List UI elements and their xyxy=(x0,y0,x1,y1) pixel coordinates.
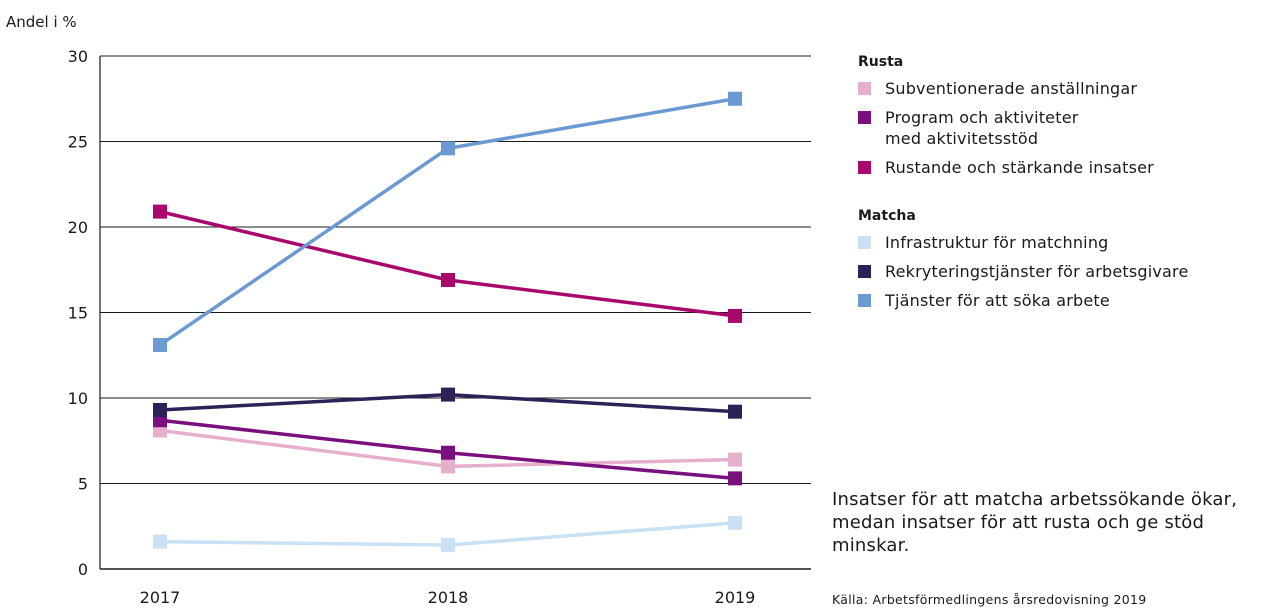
x-tick-label: 2019 xyxy=(715,588,756,607)
legend-item: Infrastruktur för matchning xyxy=(858,232,1260,253)
legend-label: Program och aktiviteter med aktivitetsst… xyxy=(885,108,1079,148)
legend-label: Subventionerade anställningar xyxy=(885,79,1138,98)
data-point xyxy=(153,534,167,549)
source-text: Källa: Arbetsförmedlingens årsredovisnin… xyxy=(832,592,1147,607)
data-point xyxy=(441,273,455,288)
data-point xyxy=(153,204,167,219)
legend-group-title: Matcha xyxy=(858,208,916,224)
legend-group-matcha: Matcha Infrastruktur för matchning Rekry… xyxy=(858,208,1260,311)
data-point xyxy=(728,471,742,486)
data-point xyxy=(728,308,742,323)
y-tick-label: 30 xyxy=(68,47,88,66)
legend-swatch xyxy=(858,294,871,307)
legend-group-title: Rusta xyxy=(858,54,904,70)
chart-note: Insatser för att matcha arbetssökande ök… xyxy=(832,489,1238,556)
legend: Rusta Subventionerade anställningar Prog… xyxy=(858,54,1260,319)
legend-item: Program och aktiviteter med aktivitetsst… xyxy=(858,107,1260,149)
legend-group-rusta: Rusta Subventionerade anställningar Prog… xyxy=(858,54,1260,178)
x-tick-label: 2018 xyxy=(428,588,469,607)
data-point xyxy=(728,515,742,530)
data-point xyxy=(153,402,167,417)
y-tick-label: 25 xyxy=(68,133,88,152)
series-line xyxy=(159,97,736,347)
legend-swatch xyxy=(858,111,871,124)
data-point xyxy=(441,387,455,402)
y-tick-label: 0 xyxy=(78,560,88,579)
legend-label: Tjänster för att söka arbete xyxy=(885,291,1110,310)
line-chart: Andel i % 0 5 10 15 20 25 30 2017 2018 2019 xyxy=(6,13,811,607)
data-point xyxy=(728,404,742,419)
data-point xyxy=(728,91,742,106)
y-axis-label: Andel i % xyxy=(6,13,77,31)
y-tick-label: 5 xyxy=(78,475,88,494)
data-point xyxy=(441,459,455,474)
legend-swatch xyxy=(858,265,871,278)
legend-swatch xyxy=(858,161,871,174)
y-tick-label: 15 xyxy=(68,304,88,323)
data-point xyxy=(441,141,455,156)
data-point xyxy=(441,445,455,460)
legend-label: Infrastruktur för matchning xyxy=(885,233,1109,252)
data-point xyxy=(728,452,742,467)
legend-item: Tjänster för att söka arbete xyxy=(858,290,1260,311)
y-tick-label: 10 xyxy=(68,389,88,408)
y-tick-label: 20 xyxy=(68,218,88,237)
legend-label: Rekryteringstjänster för arbetsgivare xyxy=(885,262,1189,281)
legend-item: Subventionerade anställningar xyxy=(858,78,1260,99)
x-tick-label: 2017 xyxy=(140,588,181,607)
legend-item: Rekryteringstjänster för arbetsgivare xyxy=(858,261,1260,282)
data-point xyxy=(441,538,455,553)
legend-swatch xyxy=(858,236,871,249)
legend-item: Rustande och stärkande insatser xyxy=(858,157,1260,178)
data-point xyxy=(153,337,167,352)
legend-swatch xyxy=(858,82,871,95)
legend-label: Rustande och stärkande insatser xyxy=(885,158,1154,177)
